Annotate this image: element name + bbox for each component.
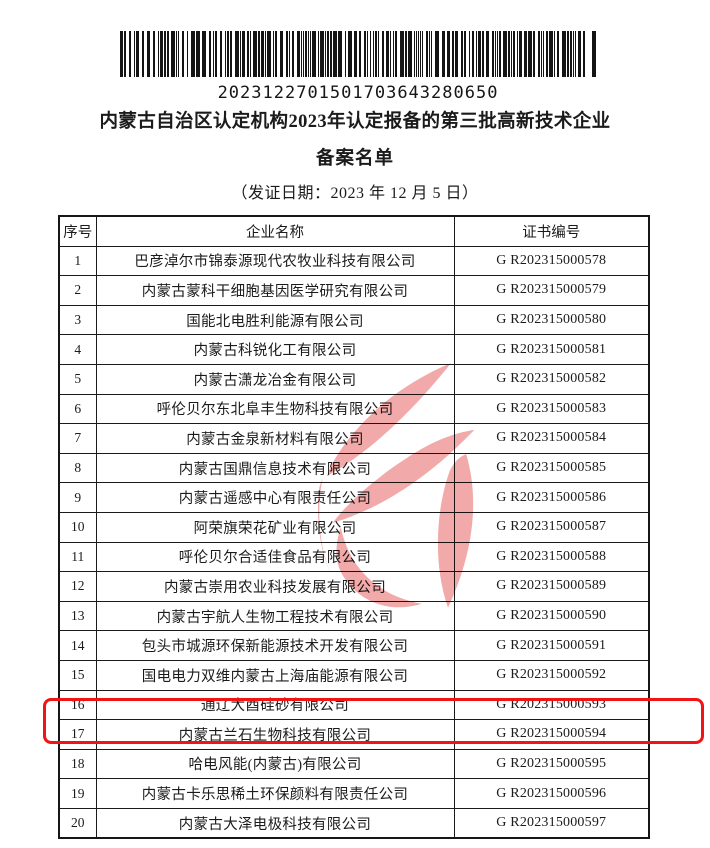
company-name-cell: 内蒙古遥感中心有限责任公司 bbox=[95, 482, 455, 513]
company-name-cell: 内蒙古潇龙冶金有限公司 bbox=[95, 363, 455, 395]
row-number-cell: 5 bbox=[58, 363, 97, 395]
certificate-number-cell: G R202315000595 bbox=[453, 748, 650, 780]
company-name-cell: 内蒙古科锐化工有限公司 bbox=[95, 334, 455, 365]
table-row: 20 内蒙古大泽电极科技有限公司 G R202315000597 bbox=[58, 807, 650, 839]
company-name-cell: 内蒙古兰石生物科技有限公司 bbox=[95, 719, 455, 750]
table-row: 11 呼伦贝尔合适佳食品有限公司 G R202315000588 bbox=[58, 541, 650, 573]
company-name-cell: 内蒙古蒙科干细胞基因医学研究有限公司 bbox=[95, 275, 455, 306]
company-name-cell: 通辽大酉硅砂有限公司 bbox=[95, 689, 455, 721]
issue-date-line: （发证日期：2023 年 12 月 5 日） bbox=[231, 185, 479, 202]
row-number-cell: 19 bbox=[58, 778, 97, 809]
document-title-line1: 内蒙古自治区认定机构2023年认定报备的第三批高新技术企业 bbox=[99, 112, 611, 132]
certificate-number-cell: G R202315000594 bbox=[453, 719, 650, 750]
row-number-cell: 9 bbox=[58, 482, 97, 513]
certificate-number-cell: G R202315000597 bbox=[453, 807, 650, 839]
table-row: 4 内蒙古科锐化工有限公司 G R202315000581 bbox=[58, 334, 650, 365]
document-title-line2: 备案名单 bbox=[315, 149, 394, 169]
company-name-cell: 呼伦贝尔东北阜丰生物科技有限公司 bbox=[95, 393, 455, 425]
header-cell-certificate: 证书编号 bbox=[453, 215, 650, 247]
table-row: 5 内蒙古潇龙冶金有限公司 G R202315000582 bbox=[58, 363, 650, 395]
certificate-number-cell: G R202315000596 bbox=[453, 778, 650, 809]
certificate-number-cell: G R202315000591 bbox=[453, 630, 650, 661]
table-row: 9 内蒙古遥感中心有限责任公司 G R202315000586 bbox=[58, 482, 650, 513]
table-row: 7 内蒙古金泉新材料有限公司 G R202315000584 bbox=[58, 423, 650, 454]
company-name-cell: 内蒙古卡乐思稀土环保颜料有限责任公司 bbox=[95, 778, 455, 809]
certificate-number-cell: G R202315000583 bbox=[453, 393, 650, 425]
table-body: 1 巴彦淖尔市锦泰源现代农牧业科技有限公司 G R202315000578 2 … bbox=[58, 245, 650, 839]
row-number-cell: 10 bbox=[58, 511, 97, 543]
certificate-number-cell: G R202315000593 bbox=[453, 689, 650, 721]
table-row: 1 巴彦淖尔市锦泰源现代农牧业科技有限公司 G R202315000578 bbox=[58, 245, 650, 277]
barcode-number: 2023122701501703643280650 bbox=[217, 83, 499, 103]
barcode: 2023122701501703643280650 bbox=[120, 31, 596, 103]
table-row: 13 内蒙古宇航人生物工程技术有限公司 G R202315000590 bbox=[58, 600, 650, 632]
row-number-cell: 6 bbox=[58, 393, 97, 425]
row-number-cell: 8 bbox=[58, 452, 97, 484]
certificate-number-cell: G R202315000587 bbox=[453, 511, 650, 543]
table-header-row: 序号 企业名称 证书编号 bbox=[58, 215, 650, 247]
header-cell-company: 企业名称 bbox=[95, 215, 455, 247]
row-number-cell: 4 bbox=[58, 334, 97, 365]
company-name-cell: 内蒙古大泽电极科技有限公司 bbox=[95, 807, 455, 839]
certificate-number-cell: G R202315000582 bbox=[453, 363, 650, 395]
row-number-cell: 7 bbox=[58, 423, 97, 454]
barcode-image bbox=[120, 31, 596, 77]
certificate-number-cell: G R202315000580 bbox=[453, 304, 650, 336]
certificate-number-cell: G R202315000579 bbox=[453, 275, 650, 306]
row-number-cell: 12 bbox=[58, 571, 97, 602]
table-row: 6 呼伦贝尔东北阜丰生物科技有限公司 G R202315000583 bbox=[58, 393, 650, 425]
company-name-cell: 国能北电胜利能源有限公司 bbox=[95, 304, 455, 336]
row-number-cell: 18 bbox=[58, 748, 97, 780]
row-number-cell: 1 bbox=[58, 245, 97, 277]
company-name-cell: 巴彦淖尔市锦泰源现代农牧业科技有限公司 bbox=[95, 245, 455, 277]
header-cell-serial: 序号 bbox=[58, 215, 97, 247]
certificate-number-cell: G R202315000585 bbox=[453, 452, 650, 484]
certificate-number-cell: G R202315000588 bbox=[453, 541, 650, 573]
company-name-cell: 哈电风能(内蒙古)有限公司 bbox=[95, 748, 455, 780]
row-number-cell: 16 bbox=[58, 689, 97, 721]
certificate-number-cell: G R202315000590 bbox=[453, 600, 650, 632]
row-number-cell: 14 bbox=[58, 630, 97, 661]
company-name-cell: 呼伦贝尔合适佳食品有限公司 bbox=[95, 541, 455, 573]
certificate-number-cell: G R202315000581 bbox=[453, 334, 650, 365]
table-row: 16 通辽大酉硅砂有限公司 G R202315000593 bbox=[58, 689, 650, 721]
table-row: 2 内蒙古蒙科干细胞基因医学研究有限公司 G R202315000579 bbox=[58, 275, 650, 306]
table-row: 17 内蒙古兰石生物科技有限公司 G R202315000594 bbox=[58, 719, 650, 750]
table-row: 8 内蒙古国鼎信息技术有限公司 G R202315000585 bbox=[58, 452, 650, 484]
row-number-cell: 20 bbox=[58, 807, 97, 839]
company-name-cell: 内蒙古国鼎信息技术有限公司 bbox=[95, 452, 455, 484]
table-row: 14 包头市城源环保新能源技术开发有限公司 G R202315000591 bbox=[58, 630, 650, 661]
table-row: 3 国能北电胜利能源有限公司 G R202315000580 bbox=[58, 304, 650, 336]
row-number-cell: 15 bbox=[58, 659, 97, 691]
certificate-number-cell: G R202315000589 bbox=[453, 571, 650, 602]
company-name-cell: 内蒙古崇用农业科技发展有限公司 bbox=[95, 571, 455, 602]
row-number-cell: 13 bbox=[58, 600, 97, 632]
row-number-cell: 2 bbox=[58, 275, 97, 306]
table-row: 10 阿荣旗荣花矿业有限公司 G R202315000587 bbox=[58, 511, 650, 543]
company-name-cell: 内蒙古金泉新材料有限公司 bbox=[95, 423, 455, 454]
enterprise-table: 序号 企业名称 证书编号 1 巴彦淖尔市锦泰源现代农牧业科技有限公司 G R20… bbox=[58, 215, 650, 840]
company-name-cell: 内蒙古宇航人生物工程技术有限公司 bbox=[95, 600, 455, 632]
company-name-cell: 阿荣旗荣花矿业有限公司 bbox=[95, 511, 455, 543]
row-number-cell: 3 bbox=[58, 304, 97, 336]
certificate-number-cell: G R202315000592 bbox=[453, 659, 650, 691]
row-number-cell: 17 bbox=[58, 719, 97, 750]
certificate-number-cell: G R202315000578 bbox=[453, 245, 650, 277]
certificate-number-cell: G R202315000584 bbox=[453, 423, 650, 454]
company-name-cell: 包头市城源环保新能源技术开发有限公司 bbox=[95, 630, 455, 661]
certificate-number-cell: G R202315000586 bbox=[453, 482, 650, 513]
row-number-cell: 11 bbox=[58, 541, 97, 573]
table-row: 19 内蒙古卡乐思稀土环保颜料有限责任公司 G R202315000596 bbox=[58, 778, 650, 809]
table-row: 18 哈电风能(内蒙古)有限公司 G R202315000595 bbox=[58, 748, 650, 780]
table-row: 12 内蒙古崇用农业科技发展有限公司 G R202315000589 bbox=[58, 571, 650, 602]
table-row: 15 国电电力双维内蒙古上海庙能源有限公司 G R202315000592 bbox=[58, 659, 650, 691]
company-name-cell: 国电电力双维内蒙古上海庙能源有限公司 bbox=[95, 659, 455, 691]
